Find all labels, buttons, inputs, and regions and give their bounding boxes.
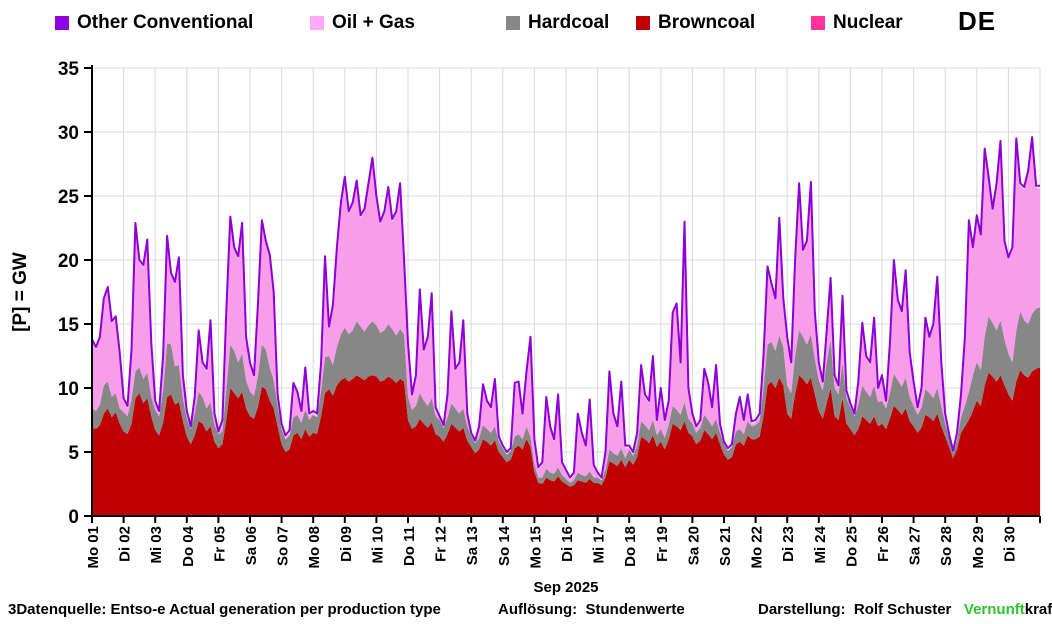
svg-text:Mi 17: Mi 17 xyxy=(591,526,608,564)
credit-value: Rolf Schuster xyxy=(853,601,952,618)
legend-label: Nuclear xyxy=(833,12,903,33)
legend-swatch xyxy=(55,16,69,30)
svg-text:Fr 05: Fr 05 xyxy=(211,526,228,562)
svg-text:Di 02: Di 02 xyxy=(117,526,134,562)
legend-item-hardcoal: Hardcoal xyxy=(506,12,609,34)
svg-text:Sa 06: Sa 06 xyxy=(243,526,260,565)
svg-text:20: 20 xyxy=(58,251,79,272)
svg-text:Sa 13: Sa 13 xyxy=(464,526,481,565)
svg-text:So 07: So 07 xyxy=(275,526,292,566)
legend-item-oil-gas: Oil + Gas xyxy=(310,12,415,34)
svg-text:Di 23: Di 23 xyxy=(780,526,797,562)
svg-text:Di 16: Di 16 xyxy=(559,526,576,562)
svg-text:Do 11: Do 11 xyxy=(401,526,418,566)
svg-text:Mi 03: Mi 03 xyxy=(148,526,165,564)
legend-label: Other Conventional xyxy=(77,12,254,33)
svg-text:Mi 24: Mi 24 xyxy=(812,525,829,563)
svg-text:Mo 15: Mo 15 xyxy=(527,526,544,569)
svg-text:Mo 22: Mo 22 xyxy=(749,526,766,569)
legend-item-browncoal: Browncoal xyxy=(636,12,755,34)
svg-text:So 21: So 21 xyxy=(717,526,734,566)
svg-text:Mo 01: Mo 01 xyxy=(85,526,102,569)
svg-text:30: 30 xyxy=(58,123,79,144)
legend-label: Browncoal xyxy=(658,12,756,33)
brand-vernunftkraft: Vernunftkraft xyxy=(963,601,1052,618)
area-hardcoal xyxy=(92,307,1040,487)
resolution-value: Stundenwerte xyxy=(585,601,685,618)
svg-text:15: 15 xyxy=(58,315,80,336)
svg-text:So 14: So 14 xyxy=(496,525,513,566)
svg-text:Sep 2025: Sep 2025 xyxy=(533,579,598,596)
svg-text:So 28: So 28 xyxy=(938,526,955,566)
svg-text:Di 30: Di 30 xyxy=(1001,526,1018,562)
legend-label: Oil + Gas xyxy=(332,12,415,33)
legend-swatch xyxy=(811,16,825,30)
legend-item-nuclear: Nuclear xyxy=(811,12,903,34)
legend-label: Hardcoal xyxy=(528,12,610,33)
legend: Other Conventional Oil + Gas Hardcoal Brown… xyxy=(0,0,1052,46)
svg-text:5: 5 xyxy=(68,443,79,464)
svg-text:Sa 27: Sa 27 xyxy=(907,526,924,565)
svg-text:Mi 10: Mi 10 xyxy=(369,526,386,564)
svg-text:Do 18: Do 18 xyxy=(622,526,639,567)
svg-text:Fr 19: Fr 19 xyxy=(654,526,671,562)
svg-text:Fr 12: Fr 12 xyxy=(433,526,450,562)
svg-text:[P] = GW: [P] = GW xyxy=(10,252,31,332)
resolution-text: Auflösung: Stundenwerte xyxy=(498,601,685,618)
legend-swatch xyxy=(636,16,650,30)
svg-text:Sa 20: Sa 20 xyxy=(685,526,702,565)
area-browncoal xyxy=(92,367,1040,516)
region-label: DE xyxy=(958,6,997,36)
line-other-conventional xyxy=(91,136,1040,479)
credit-label: Darstellung: xyxy=(758,601,846,618)
svg-text:0: 0 xyxy=(68,507,79,528)
svg-text:35: 35 xyxy=(58,59,80,80)
legend-swatch xyxy=(506,16,520,30)
svg-text:25: 25 xyxy=(58,187,80,208)
svg-text:Fr 26: Fr 26 xyxy=(875,526,892,562)
svg-text:Do 04: Do 04 xyxy=(180,525,197,567)
credit-text: Darstellung: Rolf Schuster Vernunftkraft xyxy=(758,601,1052,618)
legend-swatch xyxy=(310,16,324,30)
data-source-text: 3Datenquelle: Entso-e Actual generation … xyxy=(8,601,441,618)
svg-text:10: 10 xyxy=(58,379,79,400)
svg-text:Di 09: Di 09 xyxy=(338,526,355,562)
svg-text:Mo 08: Mo 08 xyxy=(306,526,323,569)
legend-item-other-conventional: Other Conventional xyxy=(55,12,253,34)
resolution-label: Auflösung: xyxy=(498,601,578,618)
svg-text:Mo 29: Mo 29 xyxy=(970,526,987,569)
footer: 3Datenquelle: Entso-e Actual generation … xyxy=(0,598,1052,624)
svg-text:Do 25: Do 25 xyxy=(843,526,860,567)
